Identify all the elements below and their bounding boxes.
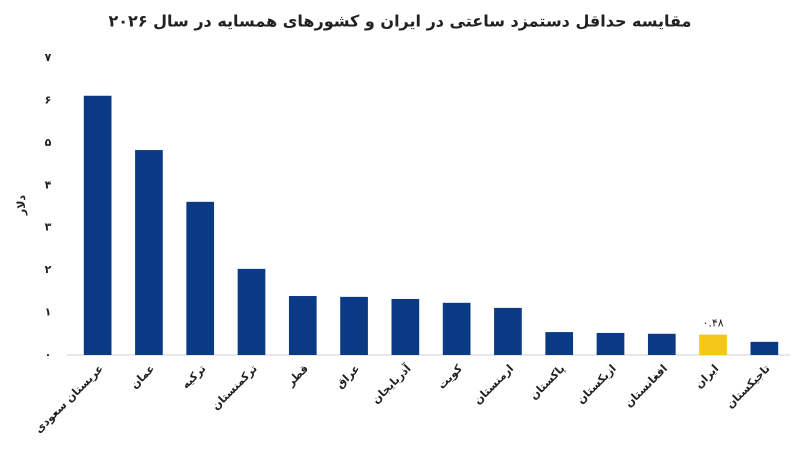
x-tick-label: کویت [435,362,465,392]
y-tick-label: ۷ [45,51,52,64]
x-tick-label: تاجیکستان [724,362,773,411]
x-tick-label: قطر [284,362,311,389]
x-tick-label: پاکستان [527,362,567,402]
x-tick-label: ارمنستان [471,362,516,407]
bar [442,302,471,355]
bar [699,334,727,355]
y-tick-label: ۱ [45,306,52,319]
x-tick-label: ایران [692,362,721,391]
bar [237,268,266,355]
bar [494,307,522,355]
bar [750,341,779,355]
x-tick-label: ازبکستان [574,362,618,406]
bar [545,332,574,355]
bar [340,296,368,355]
y-tick-label: ۳ [45,221,52,234]
bar [83,95,112,356]
y-axis-title: دلار [15,195,28,217]
chart-title: مقایسه حداقل دستمزد ساعتی در ایران و کشو… [109,12,692,31]
x-tick-label: ترکیه [179,362,208,391]
x-tick-label: آذربایجان [369,361,414,406]
bar [186,201,215,355]
y-tick-label: ۰ [45,348,52,361]
y-tick-label: ۵ [45,136,52,149]
x-tick-label: عراق [333,362,362,391]
y-tick-label: ۴ [45,178,52,191]
bar [391,298,420,355]
bar [135,150,163,355]
bar [647,333,676,355]
x-tick-label: عمان [128,362,157,391]
y-tick-label: ۶ [45,93,52,106]
value-label: ۰.۴۸ [702,317,723,330]
x-tick-label: ترکمنستان [209,362,260,413]
y-tick-label: ۲ [45,263,52,276]
bar [288,296,317,355]
x-tick-label: افغانستان [622,362,670,410]
x-tick-label: عربستان سعودی [32,362,106,436]
bar [596,332,625,355]
